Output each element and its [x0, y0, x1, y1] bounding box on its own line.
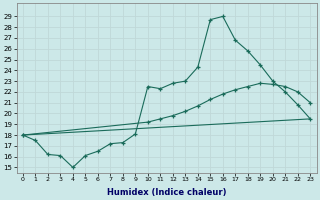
- X-axis label: Humidex (Indice chaleur): Humidex (Indice chaleur): [107, 188, 226, 197]
